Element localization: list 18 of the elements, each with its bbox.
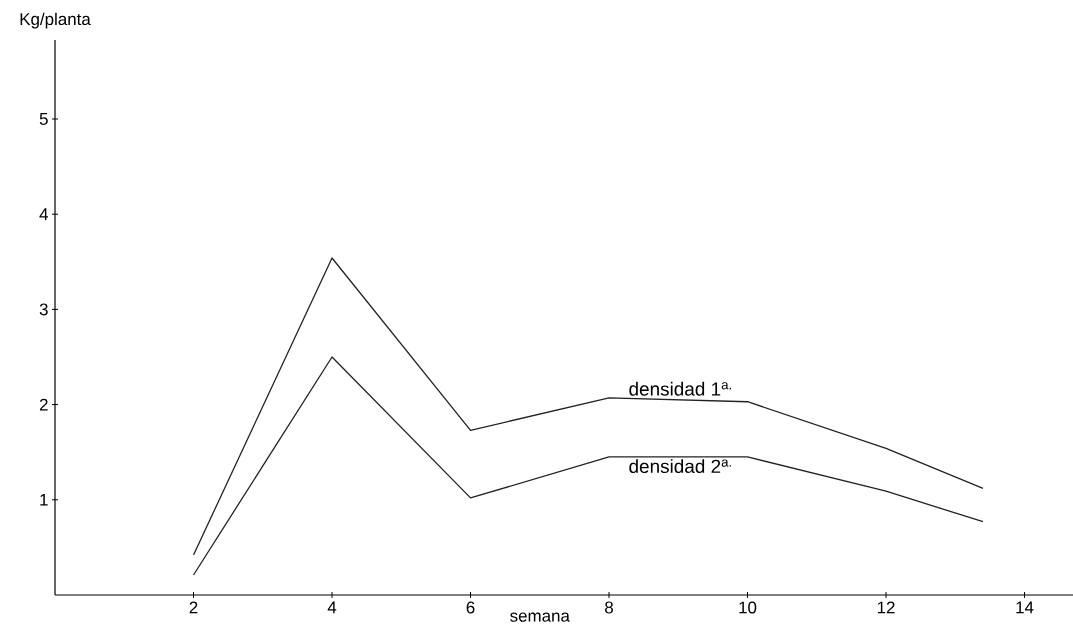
x-tick-label: 2 [189,601,198,614]
x-tick-label: 4 [327,601,337,614]
y-tick-label: 4 [39,208,48,221]
y-tick-label: 1 [40,493,48,506]
x-axis-title: semana [510,612,570,622]
line-series [192,257,984,556]
line-series [192,356,984,576]
x-tick-label: 6 [466,601,475,614]
y-tick-label: 5 [39,113,48,125]
series-label: densidad 2$^{a.}$ [629,459,731,474]
series-label: densidad 1$^{a.}$ [629,381,731,396]
x-tick-label: 8 [605,601,613,614]
x-tick-label: 14 [1016,601,1034,614]
x-tick-label: 10 [739,601,757,614]
x-tick-label: 12 [877,601,895,614]
y-tick-label: 3 [39,303,48,316]
y-axis-title: Kg/planta [20,12,91,29]
y-tick-label: 2 [39,398,48,411]
